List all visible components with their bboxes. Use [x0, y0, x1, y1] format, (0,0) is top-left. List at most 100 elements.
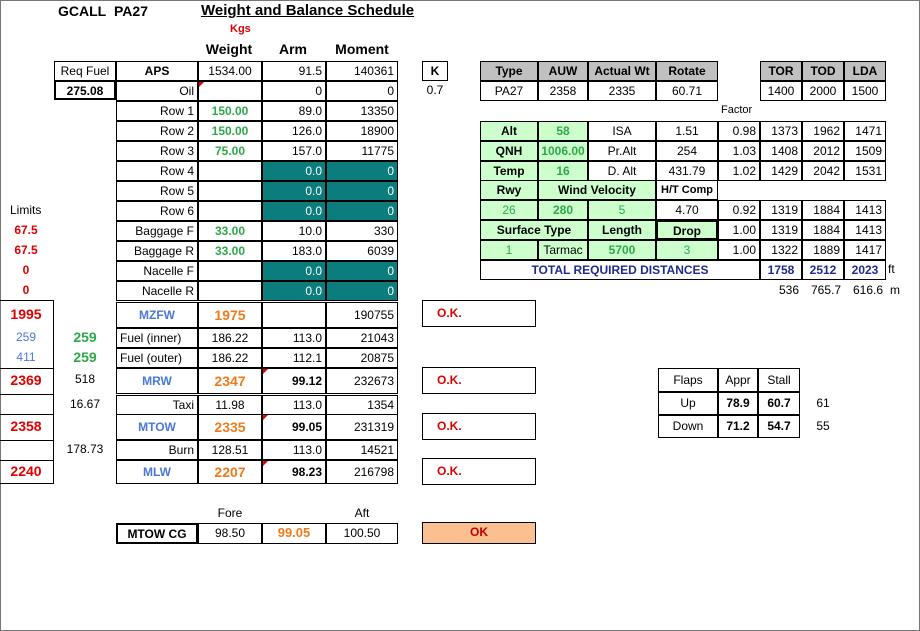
- aircraft-registration: GCALL PA27: [58, 3, 148, 19]
- burn-extra: 178.73: [66, 442, 104, 456]
- surf-lda-2: 1417: [844, 240, 886, 260]
- speeds-up-appr: 78.9: [718, 392, 758, 415]
- qnh-tod: 2012: [802, 141, 844, 161]
- perf-header-type: Type: [480, 61, 538, 81]
- limit-nacelle-f: 0: [22, 263, 30, 277]
- speeds-down-stall: 54.7: [758, 415, 800, 438]
- row-weight-nacelle-r[interactable]: [198, 281, 262, 301]
- row-label-baggage-f: Baggage F: [116, 221, 198, 241]
- fuel-outer-value[interactable]: 259: [73, 349, 97, 365]
- total-tor: 1758: [760, 260, 802, 280]
- alt-tod: 1962: [802, 121, 844, 141]
- perf-rotate-value: 60.71: [656, 81, 718, 101]
- row-arm-baggage-r: 183.0: [262, 241, 326, 261]
- dist-header-lda: LDA: [844, 61, 886, 81]
- dist-tor-value: 1400: [760, 81, 802, 101]
- speeds-header-appr: Appr: [718, 368, 758, 392]
- length-value[interactable]: 5700: [588, 240, 656, 260]
- mzfw-limit: 1995: [10, 306, 42, 322]
- req-fuel-label: Req Fuel: [54, 61, 116, 81]
- row-weight-aps[interactable]: 1534.00: [198, 61, 262, 81]
- qnh-value[interactable]: 1006.00: [538, 141, 588, 161]
- qnh-lda: 1509: [844, 141, 886, 161]
- row-moment-row-3: 11775: [326, 141, 398, 161]
- taxi-label: Taxi: [116, 395, 198, 415]
- row-moment-row-1: 13350: [326, 101, 398, 121]
- mlw-arm: 98.23: [262, 460, 326, 484]
- alt-derived-label: ISA: [588, 121, 656, 141]
- wind-direction-value[interactable]: 280: [538, 200, 588, 220]
- mlw-moment: 216798: [326, 460, 398, 484]
- row-weight-row-2[interactable]: 150.00: [198, 121, 262, 141]
- alt-tor: 1373: [760, 121, 802, 141]
- row-weight-row-6[interactable]: [198, 201, 262, 221]
- row-moment-baggage-f: 330: [326, 221, 398, 241]
- cg-fore-label: Fore: [217, 506, 243, 520]
- alt-value[interactable]: 58: [538, 121, 588, 141]
- fuel-outer-moment: 20875: [326, 348, 398, 368]
- row-weight-row-3[interactable]: 75.00: [198, 141, 262, 161]
- perf-type-value: PA27: [480, 81, 538, 101]
- mrw-limit: 2369: [10, 372, 42, 388]
- row-moment-nacelle-r: 0: [326, 281, 398, 301]
- row-moment-oil: 0: [326, 81, 398, 101]
- burn-weight: 128.51: [198, 440, 262, 460]
- ht-comp-label: H/T Comp: [656, 180, 718, 200]
- rwy-factor: 0.92: [718, 200, 760, 220]
- fuel-inner-label: Fuel (inner): [116, 328, 198, 348]
- row-weight-row-4[interactable]: [198, 161, 262, 181]
- fuel-outer-arm: 112.1: [262, 348, 326, 368]
- row-weight-baggage-f[interactable]: 33.00: [198, 221, 262, 241]
- mrw-status: O.K.: [422, 367, 536, 394]
- surf-tod-2: 1889: [802, 240, 844, 260]
- temp-derived-value: 431.79: [656, 161, 718, 181]
- cg-aft-label: Aft: [354, 506, 370, 520]
- qnh-factor: 1.03: [718, 141, 760, 161]
- req-fuel-value[interactable]: 275.08: [54, 80, 116, 100]
- row-arm-baggage-f: 10.0: [262, 221, 326, 241]
- alt-derived-value: 1.51: [656, 121, 718, 141]
- row-moment-baggage-r: 6039: [326, 241, 398, 261]
- limit-baggage-f: 67.5: [14, 223, 38, 237]
- row-weight-baggage-r[interactable]: 33.00: [198, 241, 262, 261]
- mzfw-status: O.K.: [422, 300, 536, 327]
- drop-value[interactable]: 3: [656, 240, 718, 260]
- cg-value: 99.05: [262, 523, 326, 544]
- rwy-tod: 1884: [802, 200, 844, 220]
- row-weight-row-5[interactable]: [198, 181, 262, 201]
- row-label-nacelle-f: Nacelle F: [116, 261, 198, 281]
- row-moment-row-6: 0: [326, 201, 398, 221]
- mtow-limit: 2358: [10, 418, 42, 434]
- fuel-inner-weight: 186.22: [198, 328, 262, 348]
- row-arm-nacelle-f: 0.0: [262, 261, 326, 281]
- mrw-label: MRW: [116, 368, 198, 394]
- row-label-row-1: Row 1: [116, 101, 198, 121]
- rwy-value[interactable]: 26: [480, 200, 538, 220]
- factor-label: Factor: [721, 104, 753, 116]
- wind-speed-value[interactable]: 5: [588, 200, 656, 220]
- alt-label: Alt: [480, 121, 538, 141]
- temp-value[interactable]: 16: [538, 161, 588, 181]
- limits-label: Limits: [10, 203, 42, 217]
- row-weight-oil[interactable]: [198, 81, 262, 101]
- cg-fore-value: 98.50: [198, 523, 262, 544]
- mlw-weight: 2207: [198, 460, 262, 484]
- row-label-oil: Oil: [116, 81, 198, 101]
- alt-lda: 1471: [844, 121, 886, 141]
- mtow-top-border: [0, 414, 54, 415]
- mtow-label: MTOW: [116, 414, 198, 440]
- surface-number-value[interactable]: 1: [480, 240, 538, 260]
- k-value[interactable]: 0.7: [426, 83, 444, 97]
- row-weight-nacelle-f[interactable]: [198, 261, 262, 281]
- rwy-tor: 1319: [760, 200, 802, 220]
- surface-type-value[interactable]: Tarmac: [538, 240, 588, 260]
- row-weight-row-1[interactable]: 150.00: [198, 101, 262, 121]
- row-label-aps: APS: [116, 61, 198, 81]
- row-arm-row-6: 0.0: [262, 201, 326, 221]
- burn-arm: 113.0: [262, 440, 326, 460]
- moment-header: Moment: [335, 41, 389, 57]
- surf-factor-2: 1.00: [718, 240, 760, 260]
- surface-type-label: Surface Type: [480, 220, 588, 240]
- speeds-up-extra: 61: [816, 396, 830, 410]
- fuel-inner-value[interactable]: 259: [73, 329, 97, 345]
